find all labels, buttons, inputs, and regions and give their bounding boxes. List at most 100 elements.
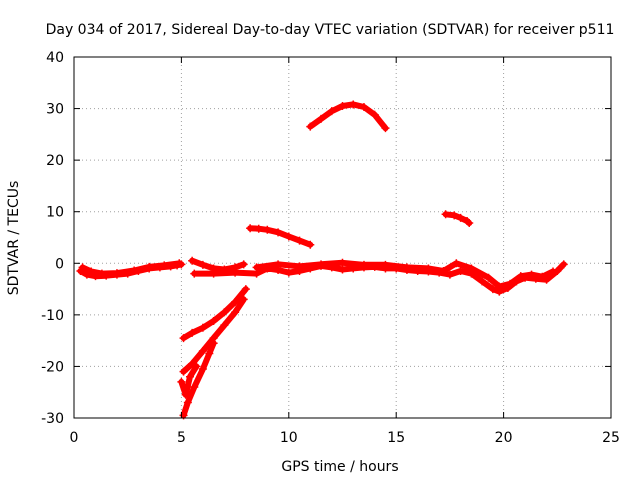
data-point-marker: [516, 272, 525, 281]
data-point-marker: [220, 308, 229, 317]
data-point-marker: [370, 110, 379, 119]
series-layer: [76, 100, 568, 420]
data-point-marker: [175, 259, 184, 268]
series-arc-mid: [246, 224, 315, 249]
y-tick-label: 10: [46, 205, 64, 221]
series-arc-drop-1: [179, 285, 250, 343]
data-point-marker: [220, 321, 229, 330]
data-point-marker: [295, 262, 304, 271]
data-point-marker: [381, 260, 390, 269]
data-point-marker: [317, 114, 326, 123]
y-tick-label: -10: [41, 308, 64, 324]
data-point-marker: [445, 270, 454, 279]
x-tick-label: 25: [602, 430, 620, 446]
data-point-marker: [338, 265, 347, 274]
data-point-marker: [112, 269, 121, 278]
data-point-marker: [559, 260, 568, 269]
data-point-marker: [78, 263, 87, 272]
data-point-marker: [190, 269, 199, 278]
data-point-marker: [209, 269, 218, 278]
series-arc-drop-4: [177, 362, 201, 399]
data-point-marker: [488, 285, 497, 294]
series-arc-drop-3: [179, 339, 218, 420]
y-tick-label: 40: [46, 50, 64, 66]
series-arc-right: [441, 210, 474, 228]
data-point-marker: [205, 349, 214, 358]
data-point-marker: [231, 308, 240, 317]
data-point-marker: [284, 232, 293, 241]
data-point-marker: [198, 260, 207, 269]
data-point-marker: [179, 367, 188, 376]
series-arc-main-c2: [252, 258, 558, 291]
data-point-marker: [198, 365, 207, 374]
data-point-marker: [241, 285, 250, 294]
data-point-marker: [239, 260, 248, 269]
series-arc-main-b: [188, 256, 248, 274]
data-point-marker: [506, 279, 515, 288]
data-point-marker: [306, 122, 315, 131]
data-point-marker: [188, 256, 197, 265]
data-point-marker: [478, 277, 487, 286]
data-point-marker: [424, 264, 433, 273]
data-point-marker: [209, 317, 218, 326]
data-point-marker: [295, 236, 304, 245]
y-tick-label: 0: [55, 256, 64, 272]
data-point-marker: [465, 219, 474, 228]
x-tick-label: 20: [495, 430, 513, 446]
data-point-marker: [452, 259, 461, 268]
data-point-marker: [467, 264, 476, 273]
chart-title: Day 034 of 2017, Sidereal Day-to-day VTE…: [46, 22, 615, 38]
data-point-marker: [231, 297, 240, 306]
data-point-marker: [190, 383, 199, 392]
data-point-marker: [198, 323, 207, 332]
data-point-marker: [441, 210, 450, 219]
data-point-marker: [359, 260, 368, 269]
data-point-marker: [179, 334, 188, 343]
data-point-marker: [338, 258, 347, 267]
data-point-marker: [160, 261, 169, 270]
y-axis-label: SDTVAR / TECUs: [6, 181, 22, 296]
data-point-marker: [338, 101, 347, 110]
data-point-marker: [183, 398, 192, 407]
axis-ticks: 0 5 10 15 20 25 -30 -20 -10 0 10 20 30 40: [41, 50, 620, 446]
data-point-marker: [450, 211, 459, 220]
data-point-marker: [306, 240, 315, 249]
data-point-marker: [527, 270, 536, 279]
y-tick-label: -30: [41, 411, 64, 427]
data-point-marker: [188, 328, 197, 337]
x-tick-label: 5: [177, 430, 186, 446]
x-tick-label: 0: [70, 430, 79, 446]
data-point-marker: [274, 260, 283, 269]
data-point-marker: [349, 100, 358, 109]
data-point-marker: [209, 339, 218, 348]
data-point-marker: [317, 260, 326, 269]
data-point-marker: [549, 267, 558, 276]
data-point-marker: [181, 390, 190, 399]
data-point-marker: [495, 282, 504, 291]
x-tick-label: 10: [280, 430, 298, 446]
data-point-marker: [327, 107, 336, 116]
data-point-marker: [254, 224, 263, 233]
data-point-marker: [439, 267, 448, 276]
data-point-marker: [177, 377, 186, 386]
data-point-marker: [484, 273, 493, 282]
data-point-marker: [284, 268, 293, 277]
x-axis-label: GPS time / hours: [281, 459, 398, 475]
data-point-marker: [538, 272, 547, 281]
data-point-marker: [192, 362, 201, 371]
data-point-marker: [456, 267, 465, 276]
data-point-marker: [188, 359, 197, 368]
plot-frame: [73, 56, 612, 419]
series-arc-top: [306, 100, 390, 133]
y-tick-label: -20: [41, 359, 64, 375]
x-tick-label: 15: [387, 430, 405, 446]
series-trace: [178, 363, 200, 398]
data-point-marker: [402, 263, 411, 272]
data-point-marker: [263, 225, 272, 234]
data-point-marker: [274, 228, 283, 237]
data-point-marker: [359, 103, 368, 112]
data-point-marker: [198, 346, 207, 355]
series-trace: [307, 101, 389, 132]
